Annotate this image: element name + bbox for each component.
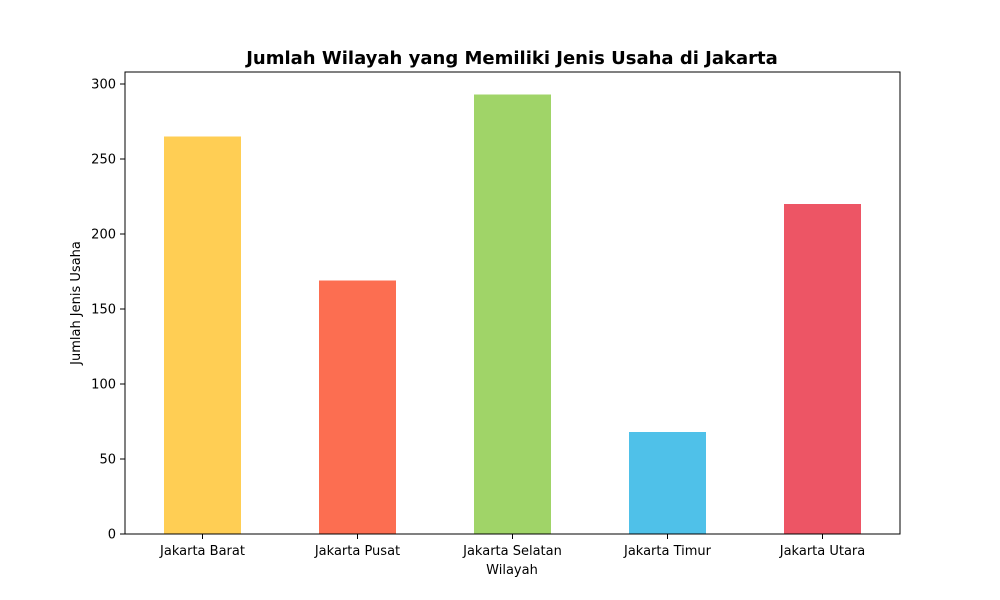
x-tick-label: Jakarta Timur (623, 544, 712, 559)
bar-jakarta-utara (784, 204, 861, 534)
y-tick-label: 300 (91, 78, 116, 93)
y-axis-ticks: 0 50 100 150 200 250 300 (91, 78, 125, 543)
plot-frame (124, 71, 901, 535)
y-tick-label: 250 (91, 153, 116, 168)
y-tick-label: 150 (91, 303, 116, 318)
y-tick-label: 100 (91, 378, 116, 393)
bar-jakarta-barat (164, 136, 241, 534)
x-tick-label: Jakarta Barat (159, 544, 245, 559)
y-tick-label: 0 (108, 528, 116, 543)
x-tick-label: Jakarta Pusat (314, 544, 400, 559)
bars-group (164, 94, 861, 534)
bar-jakarta-pusat (319, 280, 396, 534)
x-tick-label: Jakarta Utara (779, 544, 866, 559)
chart-title: Jumlah Wilayah yang Memiliki Jenis Usaha… (244, 48, 778, 69)
y-tick-label: 50 (99, 453, 116, 468)
x-tick-label: Jakarta Selatan (462, 544, 562, 559)
bar-jakarta-timur (629, 432, 706, 534)
bar-jakarta-selatan (474, 94, 551, 534)
y-tick-label: 200 (91, 228, 116, 243)
x-axis-ticks: Jakarta Barat Jakarta Pusat Jakarta Selata… (159, 534, 865, 559)
x-axis-label: Wilayah (486, 563, 538, 578)
y-axis-label: Jumlah Jenis Usaha (69, 241, 84, 366)
